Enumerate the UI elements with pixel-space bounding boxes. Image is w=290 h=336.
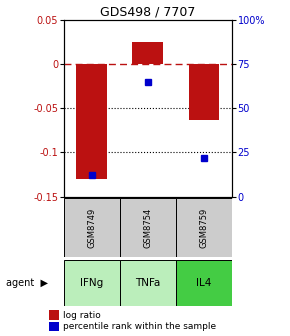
Text: IFNg: IFNg (80, 278, 104, 288)
Bar (49, 310, 59, 320)
Bar (133, 42, 163, 64)
Bar (120, 198, 176, 257)
Text: IL4: IL4 (196, 278, 212, 288)
Text: TNFa: TNFa (135, 278, 161, 288)
Bar (176, 260, 232, 306)
Text: GSM8759: GSM8759 (200, 208, 209, 248)
Bar (76, 64, 107, 179)
Text: log ratio: log ratio (63, 310, 101, 320)
Text: GSM8749: GSM8749 (87, 208, 96, 248)
Bar (49, 322, 59, 331)
Text: agent  ▶: agent ▶ (6, 278, 48, 288)
Text: GSM8754: GSM8754 (143, 208, 153, 248)
Bar (64, 198, 120, 257)
Bar (176, 198, 232, 257)
Bar (64, 260, 120, 306)
Title: GDS498 / 7707: GDS498 / 7707 (100, 6, 195, 19)
Bar (120, 260, 176, 306)
Bar (188, 64, 219, 120)
Text: percentile rank within the sample: percentile rank within the sample (63, 322, 216, 331)
